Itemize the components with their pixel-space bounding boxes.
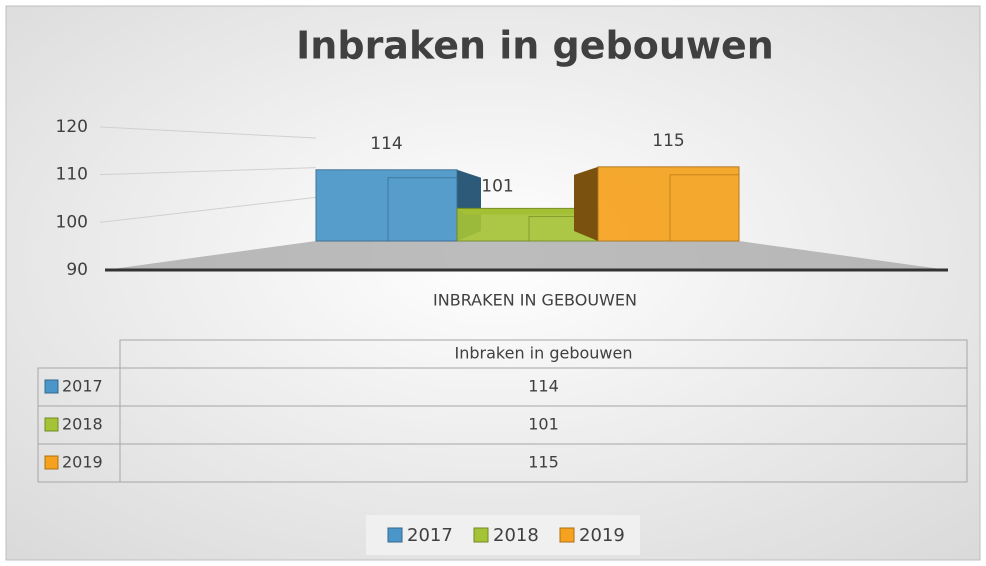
table-header: Inbraken in gebouwen <box>455 344 633 363</box>
bar-inner <box>669 174 740 242</box>
floor <box>105 241 948 270</box>
table-value: 115 <box>528 453 559 472</box>
table-series-name: 2018 <box>62 415 103 434</box>
y-tick-label: 90 <box>66 260 88 280</box>
chart-area <box>5 5 981 561</box>
legend-box <box>366 515 640 555</box>
data-label: 114 <box>370 134 402 154</box>
data-label: 101 <box>481 176 513 196</box>
data-label: 115 <box>652 131 684 151</box>
grid-line <box>99 167 317 176</box>
legend-key <box>559 527 575 543</box>
grid-line <box>99 196 317 223</box>
legend-key <box>387 527 403 543</box>
table-series-name: 2017 <box>62 377 103 396</box>
legend-label: 2017 <box>407 525 453 546</box>
x-axis-label: INBRAKEN IN GEBOUWEN <box>433 291 637 310</box>
table-row <box>37 443 968 483</box>
legend-label: 2019 <box>579 525 625 546</box>
y-tick-label: 120 <box>56 117 88 137</box>
table-value: 101 <box>528 415 559 434</box>
legend-key <box>473 527 489 543</box>
grid-line <box>99 126 317 139</box>
table-value: 114 <box>528 377 559 396</box>
bar <box>315 169 458 242</box>
bar <box>597 166 740 242</box>
table-series-name: 2019 <box>62 453 103 472</box>
bar-side <box>574 166 598 241</box>
y-tick-label: 100 <box>56 212 88 232</box>
y-tick-label: 110 <box>56 165 88 185</box>
chart-title: Inbraken in gebouwen <box>296 24 774 68</box>
legend-label: 2018 <box>493 525 539 546</box>
table-key <box>44 379 59 394</box>
table-key <box>44 417 59 432</box>
table-key <box>44 455 59 470</box>
